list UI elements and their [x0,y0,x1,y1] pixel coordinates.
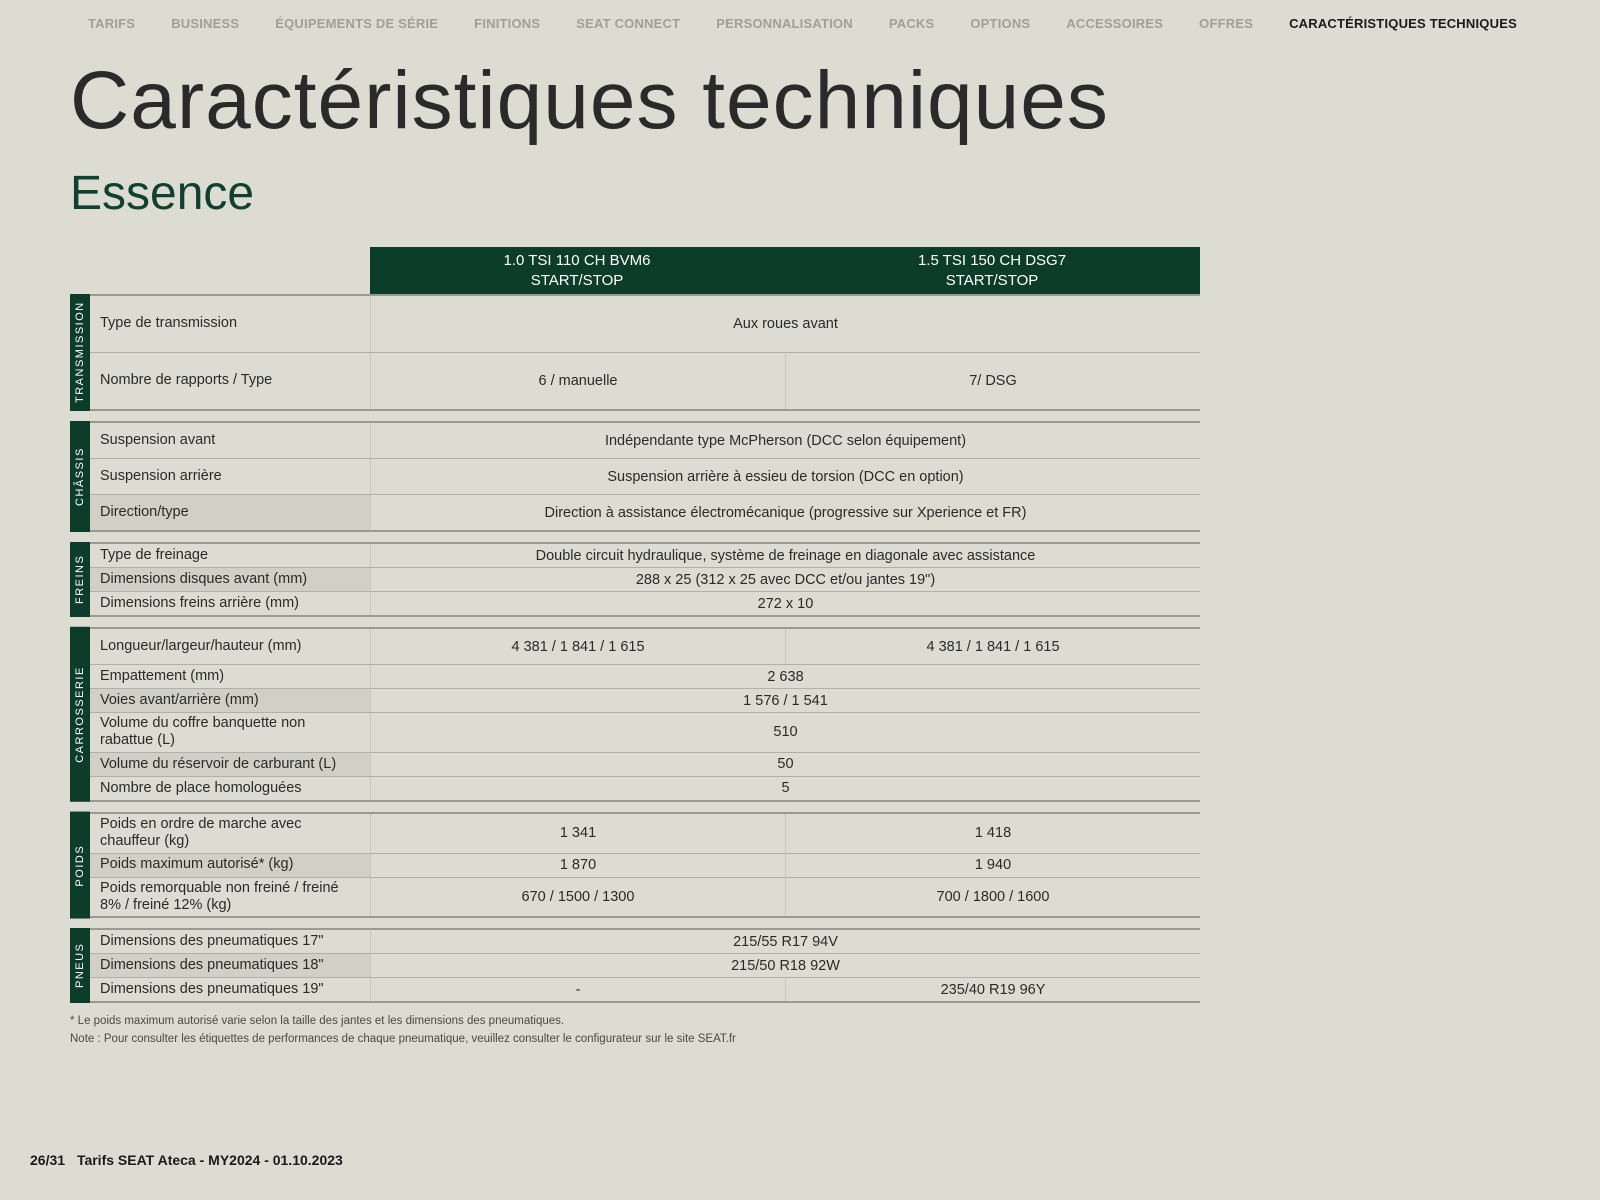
row-value: 6 / manuelle [370,353,785,409]
row-label: Dimensions des pneumatiques 18" [90,954,370,977]
footnote: * Le poids maximum autorisé varie selon … [70,1013,1200,1030]
row-value: 5 [370,777,1200,800]
row-label: Empattement (mm) [90,665,370,688]
spec-table: 1.0 TSI 110 CH BVM6START/STOP1.5 TSI 150… [70,247,1200,1048]
row-value: 2 638 [370,665,1200,688]
row-value: 272 x 10 [370,592,1200,615]
spec-row: Volume du réservoir de carburant (L)50 [90,753,1200,777]
row-value: 50 [370,753,1200,776]
row-value: 235/40 R19 96Y [785,978,1200,1001]
row-value: 1 870 [370,854,785,877]
spec-row: Empattement (mm)2 638 [90,665,1200,689]
page-footer: 26/31 Tarifs SEAT Ateca - MY2024 - 01.10… [30,1152,343,1168]
spec-row: Type de transmissionAux roues avant [90,294,1200,353]
row-value: 215/55 R17 94V [370,930,1200,953]
row-value: 1 940 [785,854,1200,877]
row-label: Volume du coffre banquette non rabattue … [90,713,370,752]
spec-row: Dimensions des pneumatiques 19"-235/40 R… [90,978,1200,1003]
nav-item[interactable]: OPTIONS [952,16,1048,31]
nav-item[interactable]: SEAT CONNECT [558,16,698,31]
row-label: Type de transmission [90,296,370,352]
spec-row: Dimensions disques avant (mm)288 x 25 (3… [90,568,1200,592]
row-value: Aux roues avant [370,296,1200,352]
row-value: 510 [370,713,1200,752]
row-label: Type de freinage [90,544,370,567]
nav-item[interactable]: TARIFS [70,16,153,31]
group-label: TRANSMISSION [70,294,90,411]
row-label: Nombre de rapports / Type [90,353,370,409]
row-value: 288 x 25 (312 x 25 avec DCC et/ou jantes… [370,568,1200,591]
spec-row: Dimensions des pneumatiques 18"215/50 R1… [90,954,1200,978]
spec-row: Nombre de place homologuées5 [90,777,1200,802]
row-label: Longueur/largeur/hauteur (mm) [90,629,370,664]
footnotes: * Le poids maximum autorisé varie selon … [70,1013,1200,1048]
nav-item[interactable]: PACKS [871,16,953,31]
spec-row: Voies avant/arrière (mm)1 576 / 1 541 [90,689,1200,713]
top-nav: TARIFSBUSINESSÉQUIPEMENTS DE SÉRIEFINITI… [70,0,1530,46]
row-label: Dimensions des pneumatiques 19" [90,978,370,1001]
row-label: Nombre de place homologuées [90,777,370,800]
row-label: Suspension arrière [90,459,370,494]
nav-item[interactable]: BUSINESS [153,16,257,31]
row-value: 1 576 / 1 541 [370,689,1200,712]
spec-row: Poids remorquable non freiné / freiné 8%… [90,878,1200,919]
group-label: CARROSSERIE [70,627,90,802]
spec-row: Dimensions freins arrière (mm)272 x 10 [90,592,1200,617]
spec-row: Dimensions des pneumatiques 17"215/55 R1… [90,928,1200,954]
row-value: 215/50 R18 92W [370,954,1200,977]
row-value: Double circuit hydraulique, système de f… [370,544,1200,567]
group-label: CHÂSSIS [70,421,90,532]
row-label: Volume du réservoir de carburant (L) [90,753,370,776]
nav-item[interactable]: ACCESSOIRES [1048,16,1181,31]
page-number: 26/31 [30,1152,65,1168]
spec-row: Poids maximum autorisé* (kg)1 8701 940 [90,854,1200,878]
row-value: - [370,978,785,1001]
row-label: Dimensions des pneumatiques 17" [90,930,370,953]
row-value: 4 381 / 1 841 / 1 615 [785,629,1200,664]
row-label: Dimensions disques avant (mm) [90,568,370,591]
nav-item[interactable]: OFFRES [1181,16,1271,31]
footnote: Note : Pour consulter les étiquettes de … [70,1031,1200,1048]
group-label: POIDS [70,812,90,919]
row-label: Suspension avant [90,423,370,458]
row-label: Dimensions freins arrière (mm) [90,592,370,615]
row-value: 1 418 [785,814,1200,853]
spec-row: Poids en ordre de marche avec chauffeur … [90,812,1200,854]
spec-row: Longueur/largeur/hauteur (mm)4 381 / 1 8… [90,627,1200,665]
row-value: 1 341 [370,814,785,853]
spec-row: Suspension arrièreSuspension arrière à e… [90,459,1200,495]
column-header: 1.0 TSI 110 CH BVM6START/STOP [370,247,785,294]
spec-row: Type de freinageDouble circuit hydrauliq… [90,542,1200,568]
row-value: Direction à assistance électromécanique … [370,495,1200,530]
group-label: FREINS [70,542,90,617]
nav-item[interactable]: ÉQUIPEMENTS DE SÉRIE [257,16,456,31]
row-label: Poids en ordre de marche avec chauffeur … [90,814,370,853]
page-title: Caractéristiques techniques [70,54,1530,148]
row-label: Voies avant/arrière (mm) [90,689,370,712]
row-value: 7/ DSG [785,353,1200,409]
spec-row: Volume du coffre banquette non rabattue … [90,713,1200,753]
nav-item[interactable]: FINITIONS [456,16,558,31]
page-subtitle: Essence [70,166,1530,221]
row-value: 4 381 / 1 841 / 1 615 [370,629,785,664]
spec-row: Suspension avantIndépendante type McPher… [90,421,1200,459]
row-label: Poids remorquable non freiné / freiné 8%… [90,878,370,917]
row-value: Suspension arrière à essieu de torsion (… [370,459,1200,494]
row-value: Indépendante type McPherson (DCC selon é… [370,423,1200,458]
row-value: 700 / 1800 / 1600 [785,878,1200,917]
row-label: Direction/type [90,495,370,530]
nav-item[interactable]: PERSONNALISATION [698,16,871,31]
spec-row: Nombre de rapports / Type6 / manuelle7/ … [90,353,1200,411]
column-header: 1.5 TSI 150 CH DSG7START/STOP [785,247,1200,294]
group-label: PNEUS [70,928,90,1003]
spec-row: Direction/typeDirection à assistance éle… [90,495,1200,532]
row-value: 670 / 1500 / 1300 [370,878,785,917]
nav-item[interactable]: CARACTÉRISTIQUES TECHNIQUES [1271,16,1535,31]
row-label: Poids maximum autorisé* (kg) [90,854,370,877]
document-title: Tarifs SEAT Ateca - MY2024 - 01.10.2023 [77,1152,343,1168]
